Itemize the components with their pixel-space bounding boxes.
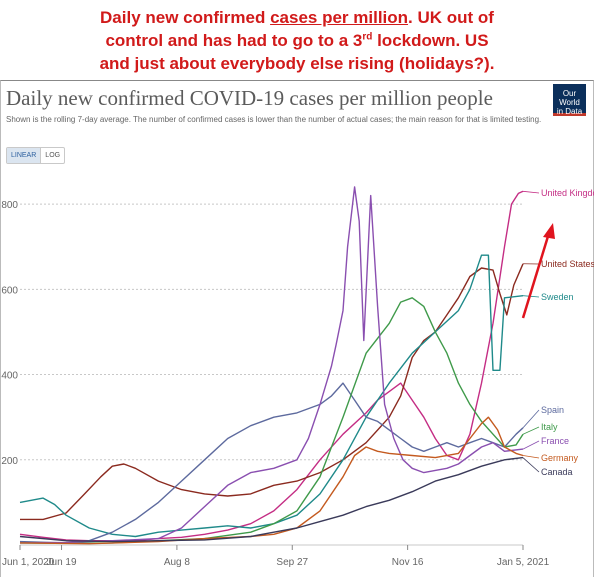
x-tick-label: Nov 16 bbox=[392, 557, 424, 568]
y-tick-label: 200 bbox=[1, 456, 18, 467]
trend-arrow bbox=[521, 223, 555, 319]
gridlines bbox=[20, 203, 523, 546]
series-line[interactable] bbox=[19, 186, 524, 544]
series-label-connector bbox=[522, 295, 540, 298]
series-label-connector bbox=[522, 455, 540, 459]
annotation-line1-underlined: cases per million bbox=[270, 8, 409, 27]
x-tick-label: Aug 8 bbox=[164, 557, 191, 568]
x-tick-label: Sep 27 bbox=[276, 557, 308, 568]
scale-toggle: LINEAR LOG bbox=[6, 147, 66, 164]
series-label[interactable]: United States bbox=[541, 259, 594, 269]
logo-line1: Our World bbox=[559, 89, 580, 107]
annotation-line2-a: control and has had to go to a 3 bbox=[105, 31, 363, 50]
log-scale-button[interactable]: LOG bbox=[45, 152, 61, 159]
chart-title: Daily new confirmed COVID-19 cases per m… bbox=[6, 86, 493, 110]
linear-scale-button[interactable]: LINEAR bbox=[7, 148, 42, 163]
series-line[interactable] bbox=[20, 263, 524, 521]
x-tick-label: Jun 1, 2020 bbox=[2, 557, 55, 568]
series-line[interactable] bbox=[19, 190, 524, 542]
series-label-connector bbox=[522, 457, 540, 473]
series-label-connector bbox=[522, 440, 540, 450]
x-tick-label: Jan 5, 2021 bbox=[497, 557, 550, 568]
series-label[interactable]: Germany bbox=[541, 453, 579, 463]
annotation-line3: and just about everybody else rising (ho… bbox=[99, 54, 495, 73]
series-label[interactable]: Spain bbox=[541, 405, 564, 415]
logo-line2: in Data bbox=[556, 107, 583, 116]
series-line[interactable] bbox=[19, 382, 524, 544]
series-label[interactable]: France bbox=[541, 436, 569, 446]
series-lines bbox=[19, 186, 524, 545]
series-label-connector bbox=[522, 426, 540, 435]
series-label[interactable]: Sweden bbox=[541, 292, 574, 302]
series-label[interactable]: United Kingdom bbox=[541, 188, 594, 198]
trend-arrow-line bbox=[521, 232, 551, 319]
chart-subtitle: Shown is the rolling 7-day average. The … bbox=[6, 115, 542, 124]
trend-arrow-head bbox=[543, 223, 555, 239]
annotation-line1-a: Daily new confirmed bbox=[100, 8, 271, 27]
series-line[interactable] bbox=[19, 297, 524, 544]
series-labels: United Kingdom United States Sweden Spain It… bbox=[522, 188, 594, 477]
x-tick-label: Jun 19 bbox=[47, 557, 77, 568]
y-tick-label: 600 bbox=[1, 285, 18, 296]
series-label-connector bbox=[522, 409, 540, 429]
annotation-line2-b: lockdown. US bbox=[372, 31, 489, 50]
series-line[interactable] bbox=[19, 254, 524, 538]
series-label[interactable]: Canada bbox=[541, 467, 573, 477]
owid-logo[interactable]: Our World in Data bbox=[553, 84, 586, 116]
series-label-connector bbox=[522, 190, 540, 194]
annotation-text: Daily new confirmed cases per million. U… bbox=[8, 6, 586, 75]
annotation-line1-b: . UK out of bbox=[408, 8, 494, 27]
series-label[interactable]: Italy bbox=[541, 422, 558, 432]
y-tick-label: 400 bbox=[1, 371, 18, 382]
y-tick-label: 800 bbox=[1, 200, 18, 211]
series-line[interactable] bbox=[19, 456, 524, 543]
annotation-line2-sup: rd bbox=[362, 31, 373, 43]
